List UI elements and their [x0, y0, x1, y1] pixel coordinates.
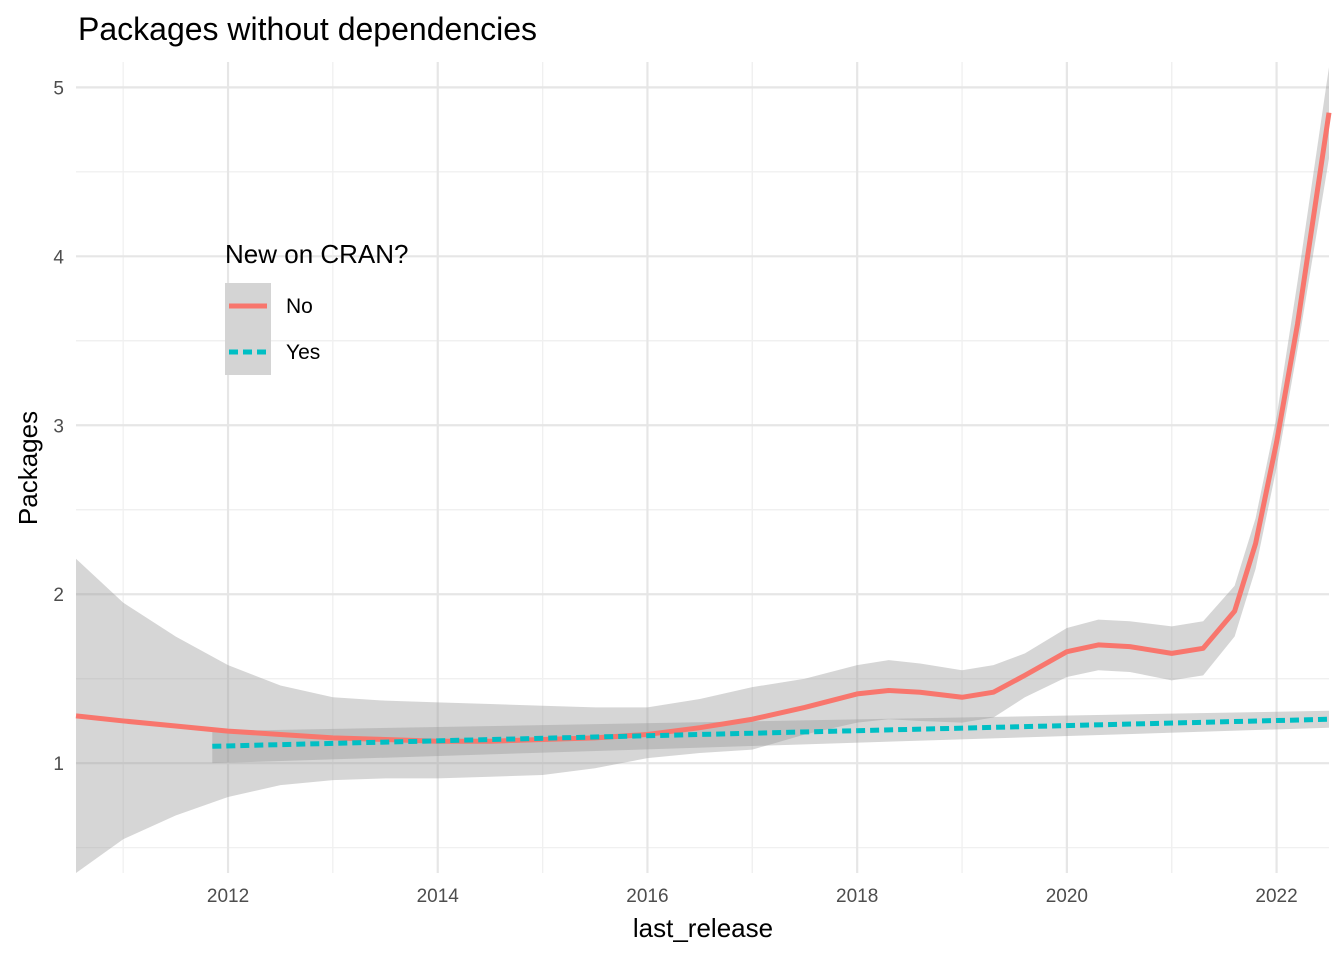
y-tick-label: 1	[53, 754, 64, 775]
y-tick-label: 5	[53, 78, 64, 99]
x-axis-title: last_release	[633, 913, 773, 943]
series-line-no	[75, 112, 1332, 744]
legend-title: New on CRAN?	[225, 239, 409, 269]
x-tick-label: 2012	[207, 886, 249, 907]
legend-label-yes: Yes	[286, 341, 320, 364]
confidence-ribbon-yes	[212, 710, 1330, 764]
x-tick-label: 2022	[1255, 886, 1297, 907]
y-tick-label: 2	[53, 585, 64, 606]
y-axis-title: Packages	[13, 411, 43, 525]
x-tick-label: 2014	[417, 886, 460, 907]
chart-title: Packages without dependencies	[78, 11, 537, 47]
tick-layer: 2012 2014 2016 2018 2020 2022 1 2 3 4 5	[53, 78, 1297, 907]
y-tick-label: 4	[53, 247, 64, 268]
chart-title-group: Packages without dependencies	[78, 11, 537, 47]
x-tick-label: 2016	[626, 886, 668, 907]
x-tick-label: 2018	[836, 886, 878, 907]
series-line-yes	[212, 716, 1330, 749]
legend: New on CRAN? No Yes	[225, 239, 409, 375]
ribbon-layer	[76, 67, 1330, 874]
y-tick-label: 3	[53, 416, 64, 437]
x-tick-label: 2020	[1046, 886, 1088, 907]
legend-label-no: No	[286, 295, 313, 318]
line-layer	[75, 112, 1332, 749]
confidence-ribbon-no	[76, 67, 1329, 874]
